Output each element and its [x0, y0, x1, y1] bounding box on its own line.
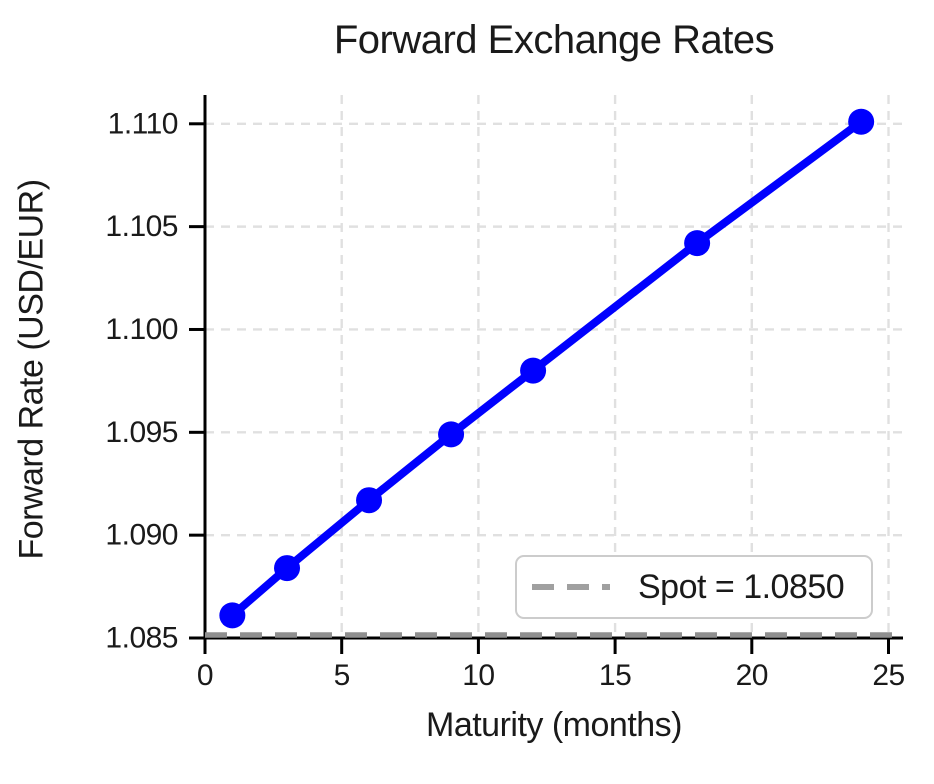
legend-label: Spot = 1.0850: [638, 567, 845, 606]
spot-dashed-line-sample: [532, 584, 610, 590]
x-tick-label: 25: [872, 659, 904, 692]
y-tick-label: 1.095: [105, 416, 178, 449]
y-tick-label: 1.100: [105, 313, 178, 346]
chart-title: Forward Exchange Rates: [333, 18, 775, 62]
data-point-marker: [219, 602, 246, 629]
data-point-marker: [848, 108, 875, 135]
y-tick-label: 1.105: [105, 210, 178, 243]
x-tick-label: 0: [197, 659, 213, 692]
x-tick-label: 15: [599, 659, 631, 692]
data-point-marker: [274, 555, 301, 582]
x-tick-label: 20: [736, 659, 768, 692]
y-tick-label: 1.090: [105, 519, 178, 552]
x-axis-label: Maturity (months): [426, 706, 683, 744]
x-tick-label: 5: [334, 659, 350, 692]
forward-rate-line: [228, 117, 866, 620]
data-point-marker: [356, 487, 383, 514]
y-tick-label: 1.110: [108, 107, 178, 140]
data-point-marker: [520, 357, 547, 384]
legend: Spot = 1.0850: [515, 555, 873, 619]
data-point-marker: [438, 421, 465, 448]
y-tick-label: 1.085: [105, 622, 178, 655]
x-tick-label: 10: [462, 659, 494, 692]
data-point-marker: [684, 230, 711, 257]
